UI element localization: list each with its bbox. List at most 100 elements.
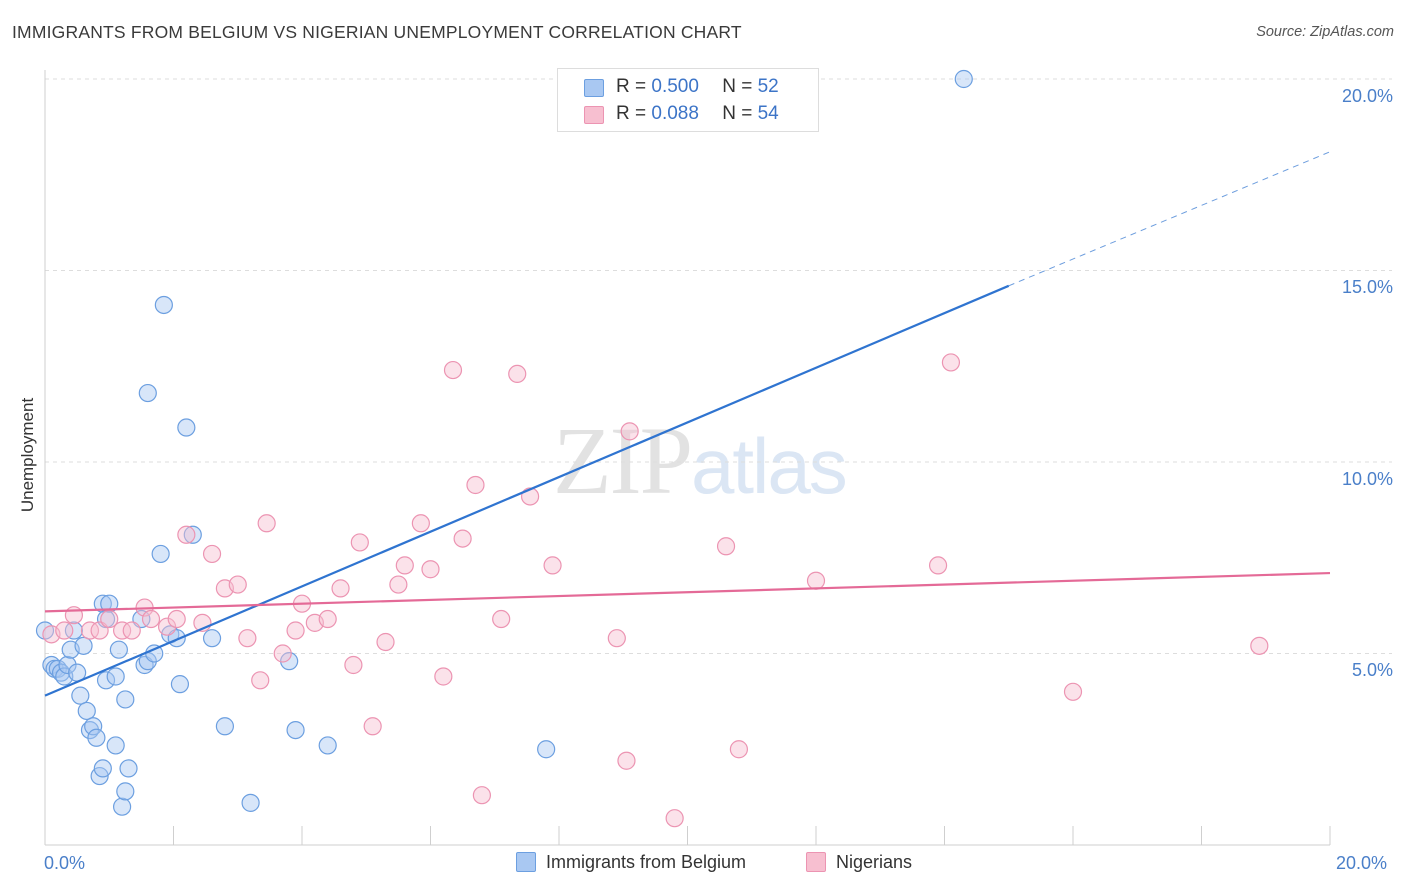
nigerian-point — [318, 609, 337, 629]
belgium-swatch-icon — [584, 79, 604, 97]
watermark-zip: ZIP — [553, 407, 693, 514]
belgium-point — [318, 736, 337, 755]
nigerian-point — [257, 514, 276, 533]
belgium-point — [537, 740, 556, 759]
n-label: N = — [722, 103, 758, 124]
y-tick-label-20: 20.0% — [1341, 86, 1393, 106]
nigerian-point — [331, 579, 350, 598]
nigerian-point — [389, 575, 408, 594]
belgium-point — [74, 636, 93, 655]
nigerian-trend-line — [44, 571, 1331, 613]
chart-title: IMMIGRANTS FROM BELGIUM VS NIGERIAN UNEM… — [12, 22, 742, 42]
nigerian-point — [202, 544, 222, 564]
nigerian-point — [350, 533, 369, 552]
y-axis-label: Unemployment — [18, 397, 37, 513]
nigerian-point — [122, 621, 141, 640]
nigerian-point — [421, 560, 440, 579]
nigerian-point — [443, 360, 463, 380]
source-label[interactable]: Source: ZipAtlas.com — [1256, 24, 1394, 40]
belgium-point — [151, 544, 170, 564]
belgium-point — [116, 690, 135, 709]
nigerian-point — [238, 629, 257, 648]
nigerian-point — [228, 575, 247, 594]
belgium-point — [154, 295, 173, 315]
nigerian-point — [251, 671, 270, 690]
belgium-point — [119, 759, 138, 778]
nigerian-point — [665, 809, 684, 828]
nigerian-point — [55, 621, 74, 640]
belgium-point — [106, 736, 125, 755]
nigerian-point — [928, 556, 948, 575]
watermark: ZIPatlas — [553, 405, 848, 516]
belgium-point — [215, 717, 234, 736]
stats-row-belgium: R = 0.500 N = 52 — [584, 76, 779, 98]
x-tick-label-min: 0.0% — [44, 853, 86, 873]
r-value: 0.500 — [651, 76, 699, 97]
nigerian-point — [141, 609, 161, 629]
n-label: N = — [722, 76, 758, 97]
belgium-point — [100, 594, 119, 613]
belgium-point — [241, 793, 260, 812]
y-tick-label-15: 15.0% — [1341, 277, 1393, 297]
nigerian-point — [543, 556, 562, 575]
nigerian-point — [617, 751, 636, 770]
belgium-point — [84, 717, 103, 736]
legend-item-belgium[interactable]: Immigrants from Belgium — [516, 852, 746, 873]
n-value: 54 — [757, 103, 779, 124]
stats-row-nigerians: R = 0.088 N = 54 — [584, 103, 779, 125]
belgium-point — [58, 655, 77, 675]
belgium-point — [71, 686, 90, 705]
nigerian-point — [411, 514, 430, 533]
belgium-point — [93, 759, 112, 778]
y-tick-label-10: 10.0% — [1341, 469, 1393, 489]
belgium-point — [116, 782, 135, 801]
legend-item-nigerians[interactable]: Nigerians — [806, 852, 912, 873]
nigerian-point — [729, 740, 749, 759]
nigerian-point — [472, 786, 491, 805]
belgium-point — [112, 797, 132, 816]
belgium-trend-extension — [1008, 151, 1331, 287]
r-label: R = — [616, 103, 652, 124]
stats-box: R = 0.500 N = 52 R = 0.088 N = 54 — [557, 68, 819, 132]
legend-swatch-icon — [806, 852, 826, 872]
legend-label: Nigerians — [836, 852, 913, 872]
belgium-point — [170, 675, 190, 694]
nigerian-point — [492, 609, 511, 629]
y-tick-label-5: 5.0% — [1351, 660, 1393, 680]
belgium-point — [202, 629, 222, 648]
belgium-point — [93, 594, 112, 613]
r-label: R = — [616, 76, 652, 97]
belgium-point — [138, 383, 157, 403]
nigerian-point — [363, 717, 382, 736]
nigerian-point — [177, 525, 196, 544]
nigerian-point — [273, 644, 292, 663]
belgium-point — [109, 640, 128, 659]
belgium-point — [64, 621, 84, 640]
nigerian-point — [1063, 682, 1083, 701]
x-tick-label-max: 20.0% — [1336, 853, 1388, 873]
belgium-point — [177, 418, 196, 437]
belgium-point — [87, 728, 106, 747]
belgium-point — [96, 671, 116, 690]
nigerian-point — [466, 475, 485, 495]
nigerian-point — [286, 621, 305, 640]
belgium-point — [106, 667, 125, 686]
nigerian-point — [508, 364, 527, 384]
nigerian-point — [112, 621, 132, 640]
nigerian-point — [941, 353, 961, 372]
nigerian-point — [376, 632, 395, 652]
belgium-point — [183, 525, 202, 544]
nigerian-point — [716, 537, 736, 556]
belgium-point — [954, 69, 973, 89]
nigerian-point — [344, 655, 363, 675]
nigerian-point — [607, 629, 626, 648]
legend-label: Immigrants from Belgium — [546, 852, 747, 872]
nigerian-point — [167, 609, 186, 629]
nigerian-point — [806, 571, 826, 590]
nigerian-point — [157, 617, 177, 636]
watermark-atlas: atlas — [691, 422, 848, 510]
nigerian-point — [1250, 636, 1269, 655]
belgium-point — [77, 701, 96, 721]
nigerians-swatch-icon — [584, 106, 604, 124]
